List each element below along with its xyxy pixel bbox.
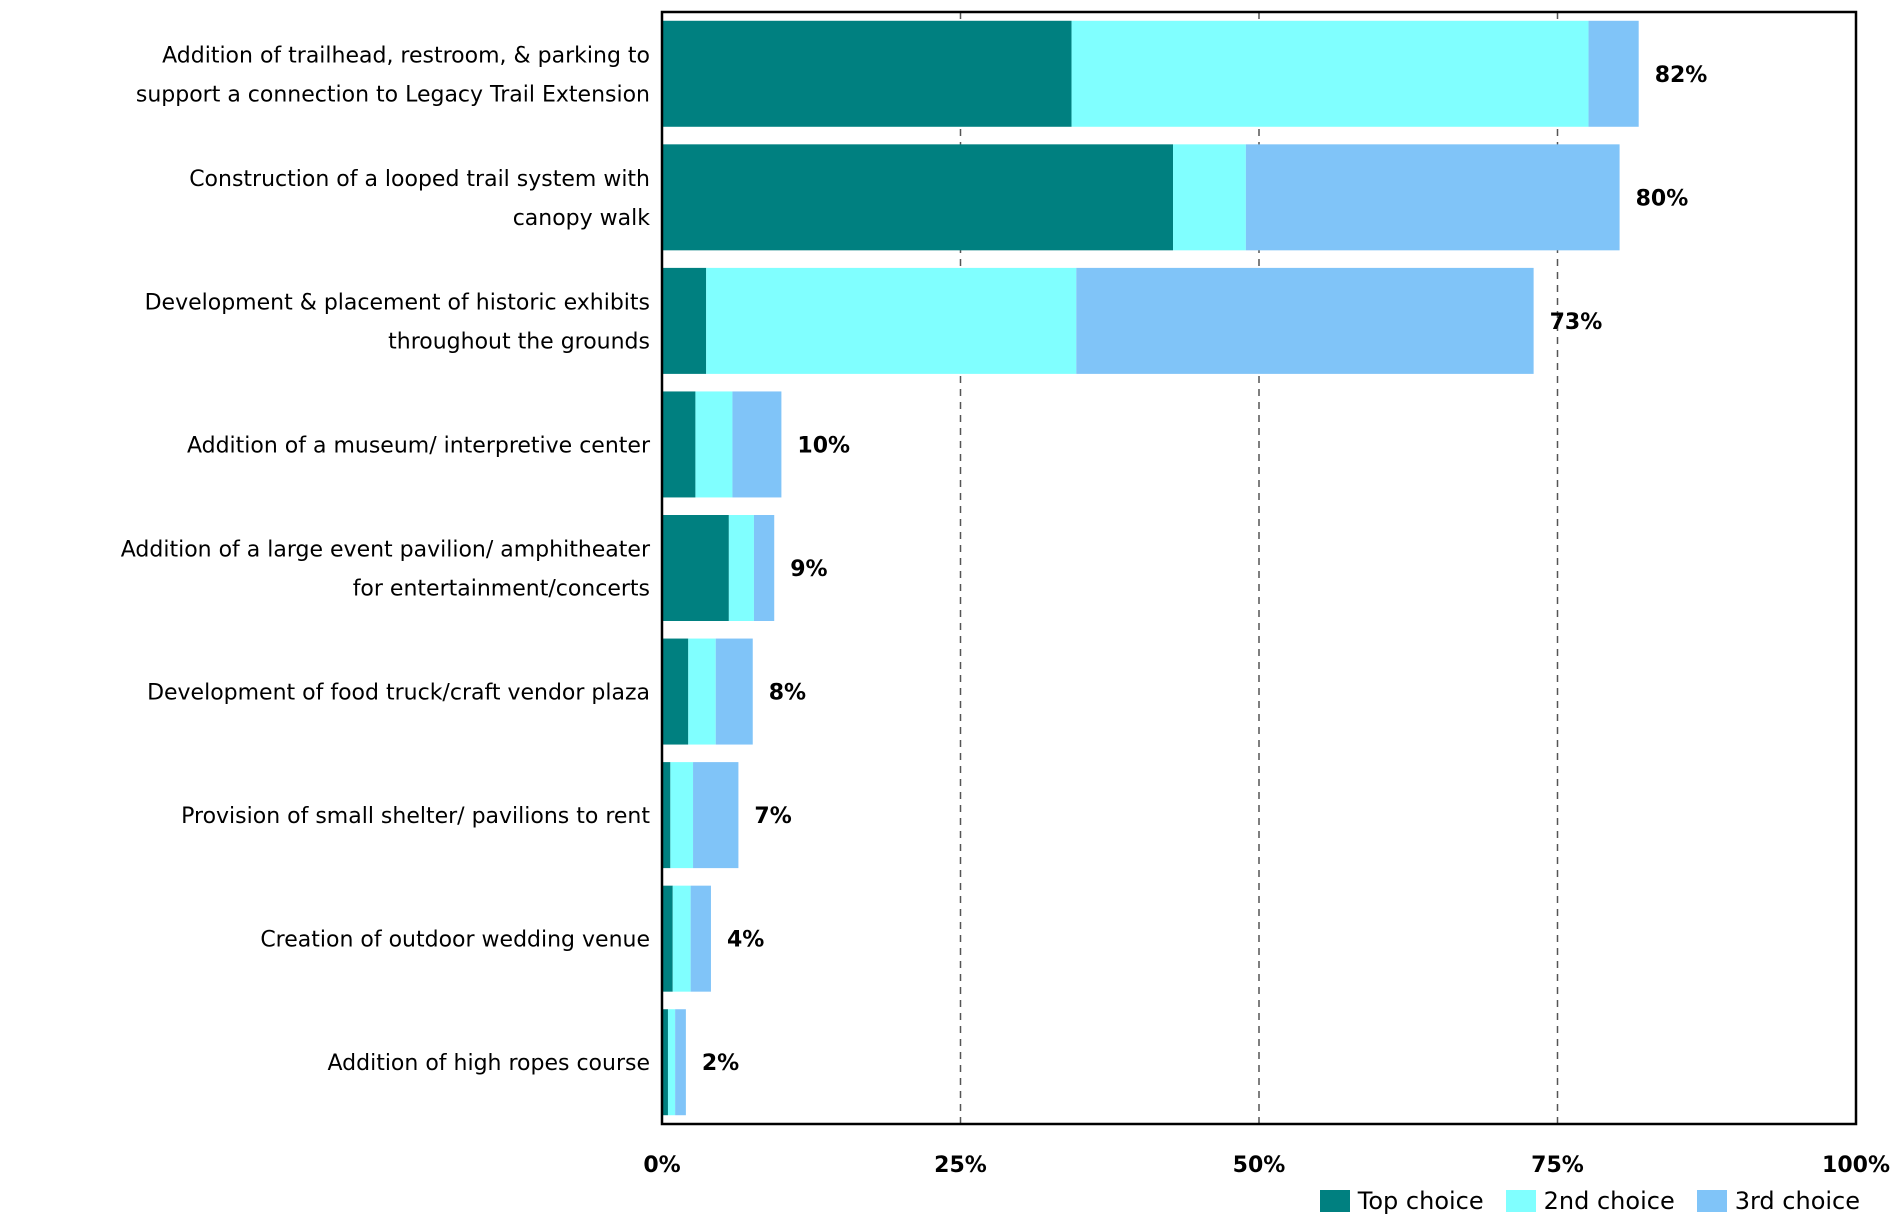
- category-label: Creation of outdoor wedding venue: [260, 928, 650, 953]
- category-label: throughout the grounds: [388, 329, 650, 354]
- x-tick-label: 100%: [1822, 1153, 1890, 1178]
- bar-segment-top-choice: [662, 638, 689, 745]
- bar-segment-3rd-choice: [693, 762, 739, 869]
- bar-segment-top-choice: [662, 144, 1174, 251]
- bar-segment-3rd-choice: [675, 1009, 686, 1116]
- legend-item: 3rd choice: [1696, 1187, 1860, 1215]
- category-label: Addition of high ropes course: [327, 1051, 650, 1076]
- category-label: Construction of a looped trail system wi…: [189, 167, 650, 192]
- data-label: 9%: [790, 557, 827, 582]
- bar-segment-top-choice: [662, 391, 696, 498]
- bar-segment-top-choice: [662, 885, 673, 992]
- bar-segment-3rd-choice: [1245, 144, 1620, 251]
- legend-label: 2nd choice: [1543, 1187, 1675, 1215]
- bar-segment-3rd-choice: [732, 391, 782, 498]
- legend-item: 2nd choice: [1505, 1187, 1675, 1215]
- category-label: support a connection to Legacy Trail Ext…: [136, 82, 650, 107]
- bar-segment-2nd-choice: [1173, 144, 1246, 251]
- category-label: Development & placement of historic exhi…: [145, 290, 650, 315]
- category-label: canopy walk: [513, 206, 651, 231]
- bar-segment-3rd-choice: [753, 515, 775, 621]
- category-label: Provision of small shelter/ pavilions to…: [181, 804, 650, 829]
- data-label: 80%: [1636, 186, 1689, 211]
- legend: Top choice 2nd choice 3rd choice: [1319, 1187, 1860, 1215]
- bar-segment-2nd-choice: [667, 1009, 676, 1116]
- bar-segment-2nd-choice: [688, 638, 716, 745]
- category-label: for entertainment/concerts: [353, 577, 650, 602]
- data-label: 10%: [797, 433, 850, 458]
- x-tick-label: 50%: [1233, 1153, 1286, 1178]
- data-label: 7%: [754, 804, 791, 829]
- legend-label: Top choice: [1357, 1187, 1484, 1215]
- category-label: Addition of trailhead, restroom, & parki…: [162, 43, 650, 68]
- plot-frame: [660, 10, 1858, 1126]
- data-label: 2%: [702, 1051, 739, 1076]
- bar-segment-top-choice: [662, 1009, 668, 1116]
- data-label: 73%: [1550, 310, 1603, 335]
- bar-segment-2nd-choice: [706, 267, 1077, 374]
- category-label: Addition of a museum/ interpretive cente…: [187, 433, 651, 458]
- x-tick-label: 0%: [643, 1153, 680, 1178]
- bar-segment-2nd-choice: [670, 762, 694, 869]
- bar-segment-top-choice: [662, 20, 1072, 127]
- data-label: 4%: [727, 928, 764, 953]
- bar-segment-top-choice: [662, 515, 729, 621]
- bar-segment-2nd-choice: [695, 391, 733, 498]
- bar-segment-3rd-choice: [1076, 267, 1534, 374]
- category-label: Development of food truck/craft vendor p…: [147, 681, 650, 706]
- bar-segment-3rd-choice: [690, 885, 711, 992]
- bar-segment-3rd-choice: [715, 638, 753, 745]
- bar-segment-top-choice: [662, 267, 707, 374]
- bar-segment-2nd-choice: [1071, 20, 1589, 127]
- data-label: 8%: [769, 681, 806, 706]
- bar-segment-2nd-choice: [728, 515, 754, 621]
- category-label: Addition of a large event pavilion/ amph…: [121, 538, 651, 563]
- legend-swatch: [1696, 1190, 1727, 1212]
- x-tick-label: 25%: [934, 1153, 987, 1178]
- bar-segment-3rd-choice: [1588, 20, 1639, 127]
- legend-item: Top choice: [1319, 1187, 1484, 1215]
- legend-swatch: [1319, 1190, 1350, 1212]
- legend-label: 3rd choice: [1734, 1187, 1860, 1215]
- x-tick-label: 75%: [1531, 1153, 1584, 1178]
- legend-swatch: [1505, 1190, 1536, 1212]
- data-label: 82%: [1655, 63, 1708, 88]
- bar-segment-2nd-choice: [672, 885, 691, 992]
- bar-segment-top-choice: [662, 762, 671, 869]
